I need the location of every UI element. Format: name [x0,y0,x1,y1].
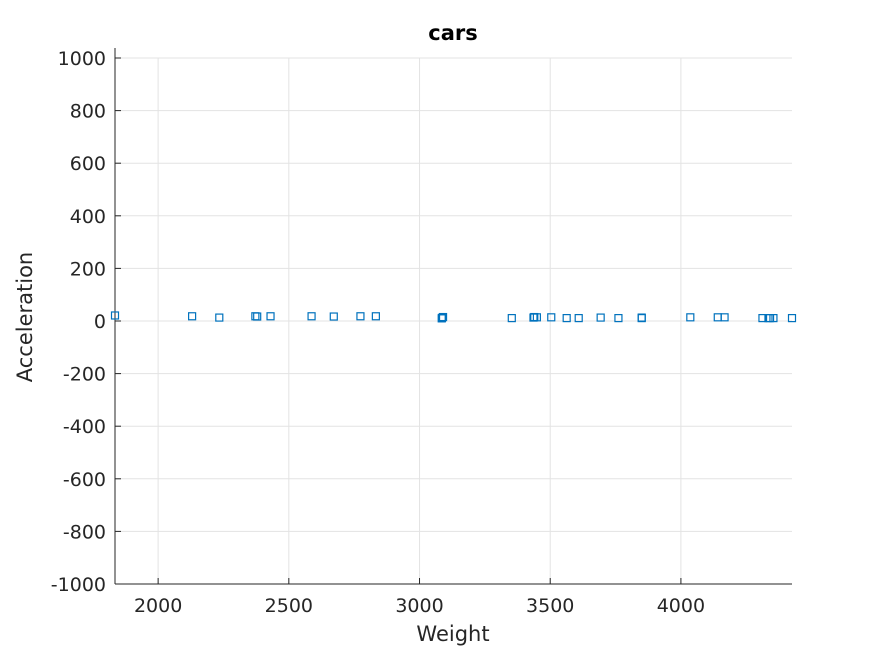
data-point [188,312,197,321]
x-tick-label: 4000 [657,595,705,617]
y-tick-label: -200 [63,364,106,386]
data-point [787,314,797,323]
data-point [329,312,338,321]
y-tick-label: 800 [70,101,106,123]
data-point [596,313,605,322]
data-point [562,314,571,323]
y-axis-label: Acceleration [13,252,37,383]
y-tick-label: 0 [94,311,106,333]
data-point [614,314,623,323]
data-point [110,311,120,320]
data-point [438,312,448,322]
y-tick-label: -400 [63,416,106,438]
y-tick-label: -800 [63,521,106,543]
axes [114,48,792,585]
data-point [574,314,583,323]
y-tick-label: -1000 [51,574,106,596]
data-points [110,311,797,323]
data-point [307,312,316,321]
y-tick-label: 1000 [58,48,106,70]
data-point [507,314,516,323]
data-point [720,313,729,322]
chart-title: cars [428,21,477,45]
y-tick-label: 200 [70,258,106,280]
y-tick-label: -600 [63,469,106,491]
data-point [266,312,275,321]
data-point [686,313,695,322]
data-point [253,312,262,321]
data-point [215,313,224,322]
data-point [532,313,541,322]
data-point [437,313,447,322]
x-tick-label: 2000 [134,595,182,617]
y-tick-label: 600 [70,153,106,175]
data-point [637,313,646,322]
x-tick-label: 3500 [526,595,574,617]
x-axis-label: Weight [416,622,489,646]
data-point [547,313,556,322]
data-point [356,312,365,321]
tick-labels: 2000 2500 3000 3500 4000-1000-800-600-400-20… [51,48,705,617]
data-point [371,312,380,321]
y-tick-label: 400 [70,206,106,228]
x-tick-label: 3000 [395,595,443,617]
x-tick-label: 2500 [265,595,313,617]
data-point [769,314,778,323]
